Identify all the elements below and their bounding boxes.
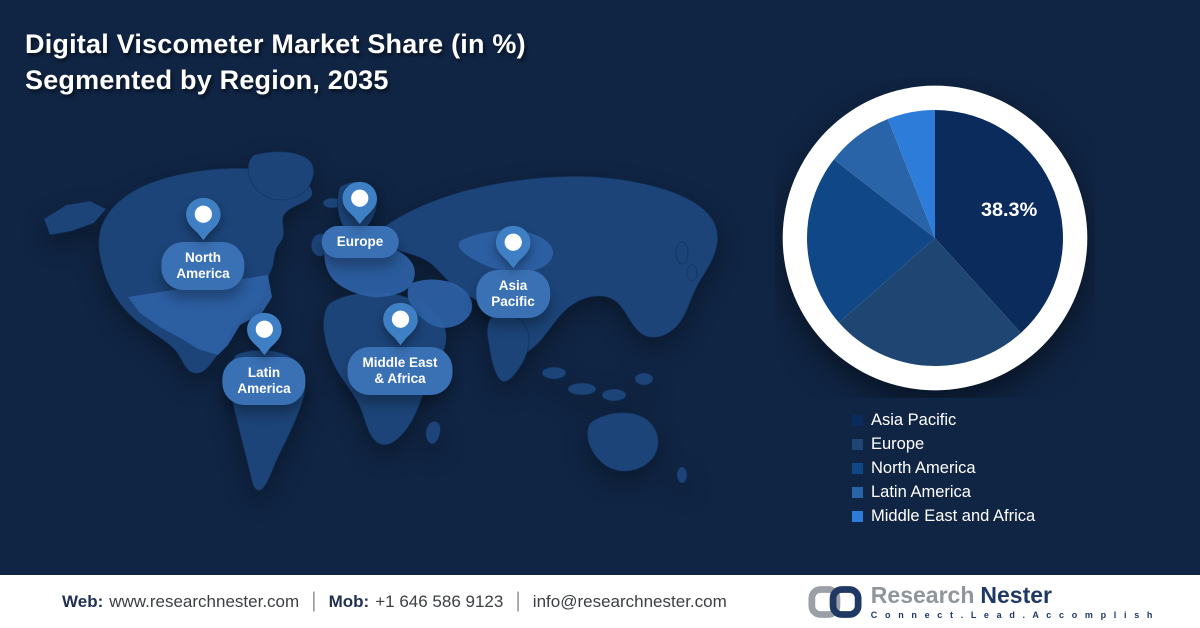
brand-name: Research Nester <box>870 581 1155 608</box>
legend-swatch <box>852 463 863 474</box>
location-pin-icon <box>382 302 418 346</box>
region-label-middle-east-africa: Middle East & Africa <box>347 347 453 395</box>
page-title-line2: Segmented by Region, 2035 <box>25 65 389 95</box>
pie-slice-middle-east-and-africa <box>887 110 935 238</box>
island-se-asia-1 <box>541 366 567 380</box>
pie-slices <box>806 110 1063 366</box>
legend-swatch <box>852 511 863 522</box>
island-new-zealand <box>676 466 688 484</box>
map-pin-asia-pacific: Asia Pacific <box>476 224 550 318</box>
location-pin-icon <box>342 181 378 225</box>
phone-number: +1 646 586 9123 <box>375 591 504 611</box>
email-address: info@researchnester.com <box>532 591 727 611</box>
legend-label: Middle East and Africa <box>871 507 1036 525</box>
continent-greenland <box>247 151 315 201</box>
region-label-line: Asia <box>498 278 528 293</box>
region-label-line: America <box>237 381 291 396</box>
legend-swatch <box>852 415 863 426</box>
island-japan-2 <box>686 264 698 282</box>
legend-item-asia-pacific: Asia Pacific <box>852 412 1035 429</box>
region-label-line: Middle East <box>362 355 438 370</box>
legend-item-europe: Europe <box>852 436 1035 453</box>
separator: | <box>515 588 521 612</box>
brand-tagline: C o n n e c t . L e a d . A c c o m p l … <box>870 609 1155 620</box>
location-pin-icon <box>495 225 531 269</box>
region-label-line: America <box>176 266 230 281</box>
continent-alaska <box>43 200 107 236</box>
page-title-line1: Digital Viscometer Market Share (in %) <box>25 29 526 59</box>
region-label-line: Pacific <box>491 294 535 309</box>
region-label-latin-america: Latin America <box>222 357 306 405</box>
legend-label: North America <box>871 459 976 477</box>
location-pin-icon <box>185 197 221 241</box>
website-url: www.researchnester.com <box>109 591 300 611</box>
map-pin-middle-east-africa: Middle East & Africa <box>347 301 453 395</box>
legend-label: Latin America <box>871 483 971 501</box>
legend-item-latin-america: Latin America <box>852 484 1035 501</box>
legend-label: Asia Pacific <box>871 411 957 429</box>
region-label-line: & Africa <box>374 371 426 386</box>
footer-bar: Web: www.researchnester.com | Mob: +1 64… <box>0 575 1200 628</box>
logo-text: Research Nester C o n n e c t . L e a d .… <box>870 581 1155 620</box>
legend-swatch <box>852 487 863 498</box>
pie-chart-svg: 38.3% <box>782 85 1088 391</box>
map-pin-europe: Europe <box>321 180 399 258</box>
brand-name-secondary: Nester <box>980 581 1052 608</box>
map-pin-north-america: North America <box>161 196 245 290</box>
page-title: Digital Viscometer Market Share (in %) S… <box>25 26 526 98</box>
region-india <box>486 313 530 382</box>
island-se-asia-4 <box>634 372 654 386</box>
legend-label: Europe <box>871 435 925 453</box>
pie-slice-europe <box>838 238 1021 366</box>
region-label-line: Latin <box>247 365 281 380</box>
chart-legend: Asia Pacific Europe North America Latin Ame… <box>852 412 1035 525</box>
island-madagascar <box>425 420 441 445</box>
region-middle-east <box>407 279 473 328</box>
island-se-asia-2 <box>567 382 597 396</box>
contact-info: Web: www.researchnester.com | Mob: +1 64… <box>62 588 727 614</box>
legend-swatch <box>852 439 863 450</box>
legend-item-north-america: North America <box>852 460 1035 477</box>
region-usa <box>128 275 272 355</box>
region-label-line: North <box>184 250 221 265</box>
pie-value-label: 38.3% <box>981 199 1038 221</box>
continent-australia <box>586 412 659 472</box>
web-label: Web: <box>62 591 104 611</box>
pie-chart: 38.3% <box>775 78 1095 398</box>
research-nester-logo: Research Nester C o n n e c t . L e a d .… <box>808 581 1155 620</box>
region-label-line: Europe <box>336 234 384 249</box>
separator: | <box>311 588 317 612</box>
legend-item-middle-east-and-africa: Middle East and Africa <box>852 508 1035 525</box>
map-pin-latin-america: Latin America <box>222 311 306 405</box>
region-label-north-america: North America <box>161 242 245 290</box>
island-se-asia-3 <box>601 388 627 402</box>
region-label-asia-pacific: Asia Pacific <box>476 270 550 318</box>
chain-link-logo-icon <box>808 585 862 618</box>
location-pin-icon <box>246 312 282 356</box>
region-label-europe: Europe <box>321 226 399 258</box>
pie-slice-asia-pacific <box>935 110 1063 333</box>
mob-label: Mob: <box>328 591 370 611</box>
island-japan-1 <box>675 241 689 265</box>
brand-name-primary: Research <box>870 581 975 608</box>
pie-slice-north-america <box>806 159 935 323</box>
pie-slice-latin-america <box>833 118 935 238</box>
